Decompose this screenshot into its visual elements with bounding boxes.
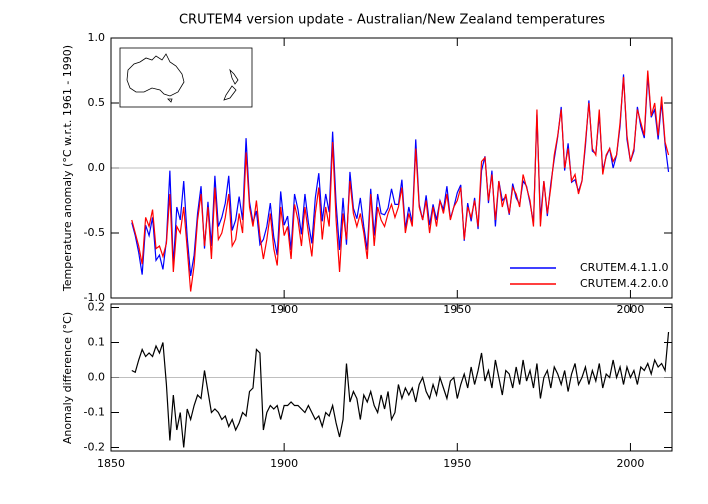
chart-title: CRUTEM4 version update - Australian/New … bbox=[179, 13, 605, 28]
plot-area bbox=[131, 70, 670, 292]
plot-frame bbox=[110, 37, 673, 299]
y-tick-label: 0.2 bbox=[88, 301, 106, 314]
map-inset bbox=[119, 47, 253, 108]
plot-frame bbox=[110, 303, 673, 452]
y-tick-label: 0.0 bbox=[88, 161, 106, 174]
series-line bbox=[131, 70, 670, 292]
y-tick-label: 0.0 bbox=[88, 371, 106, 384]
y-axis-label: Temperature anomaly (°C w.r.t. 1961 - 19… bbox=[61, 45, 74, 292]
x-tick-label: 2000 bbox=[616, 457, 644, 470]
series-line bbox=[131, 331, 670, 448]
x-tick-label: 1900 bbox=[270, 457, 298, 470]
y-tick-label: 0.1 bbox=[88, 336, 106, 349]
legend-label: CRUTEM.4.2.0.0 bbox=[580, 277, 669, 290]
y-tick-label: -0.1 bbox=[84, 406, 105, 419]
y-tick-label: -0.2 bbox=[84, 441, 105, 454]
y-tick-label: -0.5 bbox=[84, 226, 105, 239]
y-tick-label: -1.0 bbox=[84, 291, 105, 304]
plot-area bbox=[131, 331, 670, 448]
y-tick-label: 1.0 bbox=[88, 31, 106, 44]
y-axis-label: Anomaly difference (°C) bbox=[61, 312, 74, 444]
y-tick-label: 0.5 bbox=[88, 96, 106, 109]
x-tick-label: 1850 bbox=[97, 457, 125, 470]
legend-label: CRUTEM.4.1.1.0 bbox=[580, 261, 669, 274]
x-tick-label: 1950 bbox=[443, 457, 471, 470]
